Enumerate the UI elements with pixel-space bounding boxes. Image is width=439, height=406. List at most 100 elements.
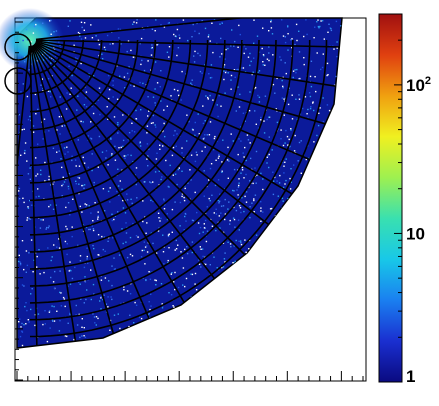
noise-speck xyxy=(221,161,223,163)
noise-speck xyxy=(277,195,279,197)
noise-speck xyxy=(222,205,225,207)
noise-speck xyxy=(87,262,89,264)
noise-speck xyxy=(147,60,149,62)
noise-speck xyxy=(139,145,142,147)
noise-speck xyxy=(123,286,125,288)
noise-speck xyxy=(284,183,286,185)
noise-speck xyxy=(224,92,226,94)
noise-speck xyxy=(249,64,251,67)
noise-speck xyxy=(174,271,176,274)
noise-speck xyxy=(239,207,242,209)
noise-speck xyxy=(52,183,54,185)
noise-speck xyxy=(240,243,243,246)
noise-speck xyxy=(326,74,328,77)
noise-speck xyxy=(26,217,29,219)
noise-speck xyxy=(285,179,287,182)
noise-speck xyxy=(294,69,296,71)
noise-speck xyxy=(238,184,240,187)
noise-speck xyxy=(149,181,151,183)
noise-speck xyxy=(264,64,266,66)
noise-speck xyxy=(215,229,217,232)
noise-speck xyxy=(282,161,284,164)
noise-speck xyxy=(71,159,73,162)
noise-speck xyxy=(328,109,331,112)
noise-speck xyxy=(114,145,116,148)
noise-speck xyxy=(126,193,128,195)
noise-speck xyxy=(237,68,239,71)
noise-speck xyxy=(86,255,88,258)
noise-speck xyxy=(233,206,235,209)
noise-speck xyxy=(144,181,146,183)
noise-speck xyxy=(315,90,317,93)
noise-speck xyxy=(114,215,117,217)
noise-speck xyxy=(174,249,176,251)
noise-speck xyxy=(267,155,269,157)
noise-speck xyxy=(199,246,201,248)
noise-speck xyxy=(218,200,221,202)
noise-speck xyxy=(87,166,89,169)
noise-speck xyxy=(262,27,264,29)
noise-speck xyxy=(316,52,318,54)
noise-speck xyxy=(125,241,127,243)
outline-circle-top xyxy=(4,33,32,61)
noise-speck xyxy=(75,180,77,182)
noise-speck xyxy=(269,208,272,210)
noise-speck xyxy=(253,42,255,44)
noise-speck xyxy=(291,118,294,120)
noise-speck xyxy=(34,93,37,96)
noise-speck xyxy=(180,99,182,101)
noise-speck xyxy=(18,198,21,200)
noise-speck xyxy=(62,296,65,299)
noise-speck xyxy=(155,252,158,254)
noise-speck xyxy=(181,195,183,198)
noise-speck xyxy=(67,202,70,204)
noise-speck xyxy=(117,28,120,30)
noise-speck xyxy=(283,98,285,100)
noise-speck xyxy=(29,115,31,118)
noise-speck xyxy=(53,58,55,61)
noise-speck xyxy=(227,208,229,210)
noise-speck xyxy=(273,180,275,182)
noise-speck xyxy=(97,218,99,220)
noise-speck xyxy=(40,173,42,176)
noise-speck xyxy=(56,310,58,312)
noise-speck xyxy=(97,211,99,213)
noise-speck xyxy=(159,148,161,150)
noise-speck xyxy=(125,155,127,157)
noise-speck xyxy=(109,201,111,203)
noise-speck xyxy=(95,35,97,37)
noise-speck xyxy=(244,120,246,122)
noise-speck xyxy=(102,248,104,251)
noise-speck xyxy=(237,186,240,188)
noise-speck xyxy=(238,197,240,199)
noise-speck xyxy=(221,21,223,24)
polar-spoke xyxy=(30,45,124,348)
noise-speck xyxy=(111,219,113,222)
noise-speck xyxy=(69,261,71,263)
noise-speck xyxy=(63,298,66,300)
noise-speck xyxy=(48,175,50,178)
noise-speck xyxy=(179,201,182,204)
noise-speck xyxy=(306,113,308,115)
noise-speck xyxy=(81,318,83,320)
noise-speck xyxy=(37,108,39,111)
noise-speck xyxy=(234,76,236,78)
noise-speck xyxy=(101,235,103,238)
noise-speck xyxy=(320,20,322,22)
noise-speck xyxy=(201,20,203,22)
noise-speck xyxy=(284,142,286,144)
polar-spoke xyxy=(31,45,165,348)
noise-speck xyxy=(198,232,201,235)
noise-speck xyxy=(141,249,143,252)
noise-speck xyxy=(160,130,162,132)
noise-speck xyxy=(287,144,289,146)
noise-speck xyxy=(117,185,120,187)
noise-speck xyxy=(142,82,144,85)
hotspot xyxy=(0,8,64,72)
scatter-noise xyxy=(18,19,342,347)
noise-speck xyxy=(185,213,187,215)
noise-speck xyxy=(214,135,216,138)
noise-speck xyxy=(24,142,27,144)
noise-speck xyxy=(243,177,245,179)
noise-speck xyxy=(122,114,124,116)
